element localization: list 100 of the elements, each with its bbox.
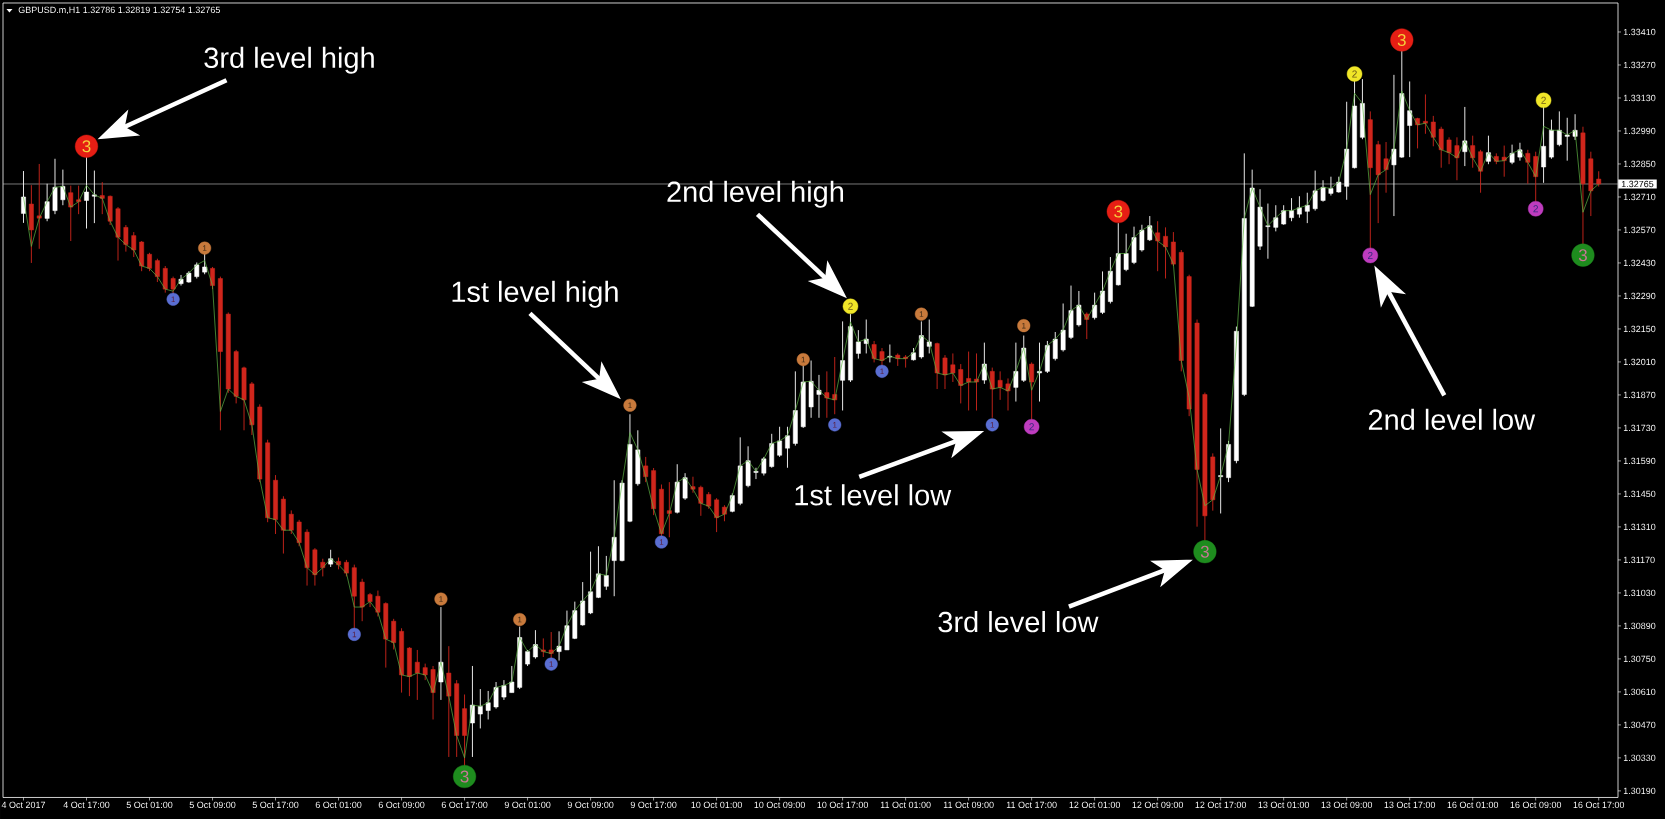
y-tick-label: 1.30330 (1623, 754, 1656, 762)
candlestick (1076, 290, 1082, 328)
x-tick-label: 5 Oct 01:00 (126, 801, 173, 809)
candlestick (84, 156, 89, 229)
candlestick (556, 630, 562, 661)
candlestick (391, 618, 397, 650)
candlestick (1289, 197, 1294, 222)
text: 2 (1029, 423, 1034, 431)
candlestick (509, 665, 515, 694)
candlestick (202, 253, 208, 275)
candlestick (871, 340, 877, 363)
candlestick (855, 329, 861, 360)
candlestick (414, 649, 420, 701)
candlestick (288, 509, 294, 535)
x-tick-label: 10 Oct 01:00 (691, 801, 742, 809)
candlestick (1423, 93, 1428, 135)
text: 3 (1200, 545, 1209, 558)
candlestick (714, 497, 719, 533)
candlestick (596, 545, 601, 599)
candlestick (76, 185, 81, 215)
candlestick (1556, 110, 1562, 147)
candlestick (1013, 342, 1019, 402)
candlestick (1501, 145, 1507, 178)
text: 2 (1541, 96, 1546, 104)
annotation: 2nd level high (667, 180, 844, 208)
y-tick-label: 1.31590 (1623, 457, 1656, 465)
text: 1 (203, 245, 207, 251)
x-tick-label: 12 Oct 09:00 (1132, 801, 1184, 809)
x-tick-label: 13 Oct 17:00 (1384, 801, 1436, 809)
candlestick (1541, 106, 1546, 184)
text: 3 (1114, 205, 1123, 218)
candlestick (588, 551, 593, 615)
point (654, 535, 668, 549)
text: 1 (549, 661, 554, 667)
candlestick (1525, 149, 1531, 185)
y-tick-label: 1.32290 (1623, 292, 1656, 300)
text: 1 (880, 368, 884, 375)
candlestick (1312, 170, 1318, 212)
candlestick (698, 485, 704, 517)
candlestick (1265, 203, 1271, 260)
candlestick (1328, 176, 1334, 196)
x-tick-label: 16 Oct 09:00 (1510, 801, 1562, 809)
annotation: 3rd level low (938, 611, 1099, 633)
y-tick-label: 1.31030 (1623, 589, 1656, 597)
x-tick-label: 11 Oct 01:00 (880, 801, 931, 809)
candlestick (52, 158, 58, 215)
candlestick (769, 433, 775, 469)
text: 1 (659, 539, 664, 545)
y-tick-label: 1.32010 (1623, 358, 1656, 366)
candlestick (785, 426, 790, 469)
y-tick-label: 1.30470 (1623, 721, 1656, 729)
x-tick-label: 4 Oct 17:00 (63, 801, 110, 809)
text: 2 (1533, 205, 1538, 213)
candlestick (60, 169, 66, 206)
candlestick (666, 481, 672, 538)
candlestick (162, 265, 168, 294)
y-tick-label: 1.33410 (1623, 28, 1656, 36)
ref-line-label: 1.32765 (1621, 180, 1654, 188)
candlestick (989, 367, 995, 419)
x-tick-label: 13 Oct 09:00 (1321, 801, 1373, 809)
candlestick (1052, 331, 1058, 361)
candlestick (147, 252, 152, 272)
candlestick (92, 170, 97, 224)
y-tick-label: 1.32150 (1623, 325, 1656, 333)
candlestick (155, 258, 160, 283)
candlestick (533, 629, 538, 660)
candlestick (1163, 226, 1168, 279)
candlestick (1155, 220, 1161, 272)
x-tick-label: 4 Oct 2017 (1, 801, 46, 809)
x-tick-label: 13 Oct 01:00 (1258, 801, 1310, 809)
y-tick-label: 1.32710 (1623, 193, 1656, 201)
x-tick-label: 9 Oct 17:00 (630, 801, 677, 809)
text: 3 (1397, 33, 1406, 47)
annotation: 3rd level high (204, 46, 374, 74)
y-tick-label: 1.32430 (1623, 259, 1656, 267)
candlestick (36, 163, 42, 250)
y-tick-label: 1.31870 (1623, 391, 1656, 399)
candlestick (1407, 81, 1413, 158)
candlestick (753, 467, 759, 480)
x-tick-label: 5 Oct 09:00 (189, 801, 236, 809)
candlestick (1297, 195, 1302, 219)
candlestick (603, 555, 609, 591)
candlestick (958, 363, 964, 404)
candlestick (950, 353, 956, 383)
text: 1 (801, 356, 806, 363)
text: 1 (628, 402, 632, 409)
x-tick-label: 11 Oct 09:00 (943, 801, 994, 809)
candlestick (44, 183, 50, 222)
x-tick-label: 11 Oct 17:00 (1006, 801, 1057, 809)
candlestick (68, 185, 74, 242)
candlestick (1478, 149, 1483, 194)
x-tick-label: 10 Oct 17:00 (817, 801, 869, 809)
candlestick (375, 590, 381, 617)
x-tick-label: 9 Oct 09:00 (567, 801, 614, 809)
text: 1 (171, 296, 175, 302)
candlestick (131, 231, 137, 258)
candlestick (1446, 136, 1452, 165)
y-tick-label: 1.31450 (1623, 490, 1656, 498)
candlestick (1320, 179, 1326, 203)
y-tick-label: 1.33130 (1623, 94, 1656, 102)
